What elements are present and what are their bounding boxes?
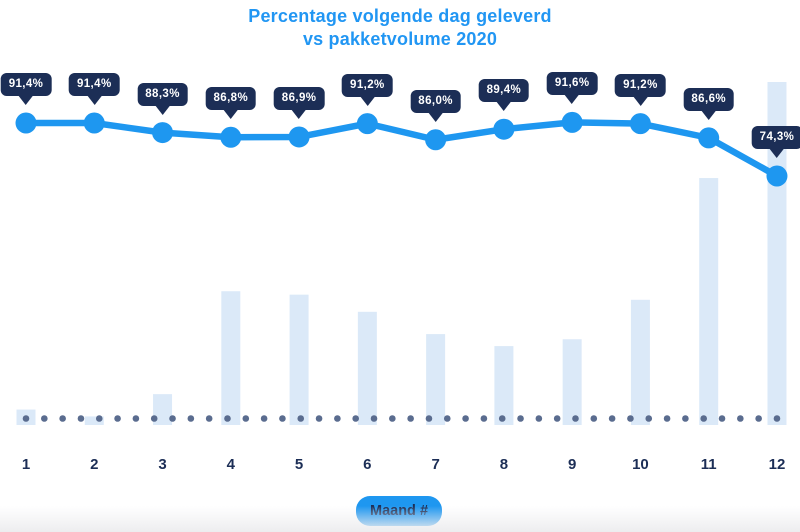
chart-title: Percentage volgende dag geleverd vs pakk… bbox=[0, 5, 800, 51]
value-tooltip-12: 74,3% bbox=[751, 126, 800, 149]
line-point-4[interactable] bbox=[220, 126, 242, 148]
line-point-2[interactable] bbox=[83, 112, 105, 134]
line-point-7[interactable] bbox=[425, 129, 447, 151]
baseline-dot bbox=[737, 415, 744, 422]
x-axis-label-4: 4 bbox=[226, 456, 235, 473]
chart-title-line-1: Percentage volgende dag geleverd bbox=[248, 6, 552, 26]
line-point-9[interactable] bbox=[561, 111, 583, 133]
baseline-dot bbox=[572, 415, 579, 422]
baseline-dot bbox=[334, 415, 341, 422]
x-axis-label-1: 1 bbox=[21, 456, 31, 473]
baseline-dot bbox=[498, 415, 506, 422]
baseline-dot bbox=[95, 415, 103, 422]
baseline-dot bbox=[297, 415, 305, 422]
line-point-11[interactable] bbox=[698, 127, 720, 149]
value-tooltip-8: 89,4% bbox=[478, 79, 530, 103]
line-point-12[interactable] bbox=[766, 165, 788, 187]
percentage-line bbox=[22, 119, 781, 180]
baseline-dot bbox=[150, 415, 158, 422]
line-point-5[interactable] bbox=[288, 126, 310, 148]
baseline-dot bbox=[315, 415, 323, 422]
baseline-dot bbox=[755, 415, 762, 422]
baseline-dot bbox=[279, 415, 286, 422]
baseline-dot bbox=[169, 415, 176, 422]
x-axis-label-9: 9 bbox=[567, 456, 577, 473]
line-point-6[interactable] bbox=[356, 113, 378, 135]
baseline-dot bbox=[700, 415, 708, 422]
value-tooltip-1: 91,4% bbox=[0, 73, 52, 96]
value-tooltip-3: 88,3% bbox=[137, 82, 188, 106]
baseline-dot bbox=[260, 415, 268, 422]
volume-bar-7[interactable] bbox=[426, 334, 446, 425]
x-axis-label-6: 6 bbox=[363, 456, 372, 473]
x-axis-label-8: 8 bbox=[499, 456, 509, 473]
line-point-1[interactable] bbox=[15, 112, 37, 134]
line-point-3[interactable] bbox=[152, 122, 174, 144]
x-axis-label-2: 2 bbox=[90, 456, 99, 473]
baseline-dot bbox=[187, 415, 195, 422]
baseline-dot bbox=[535, 415, 543, 422]
baseline-dot bbox=[682, 415, 689, 422]
volume-bar-8[interactable] bbox=[494, 346, 514, 425]
x-axis-label-10: 10 bbox=[632, 456, 649, 473]
baseline-dot bbox=[352, 415, 359, 422]
value-tooltip-5: 86,9% bbox=[273, 86, 325, 110]
baseline-dot bbox=[663, 415, 671, 422]
baseline-dot bbox=[608, 415, 616, 422]
x-axis-label-11: 11 bbox=[700, 456, 717, 473]
volume-bar-6[interactable] bbox=[357, 311, 377, 425]
value-tooltip-11: 86,6% bbox=[683, 87, 734, 111]
volume-bar-10[interactable] bbox=[630, 299, 650, 425]
baseline-dot bbox=[425, 415, 433, 422]
baseline-dot bbox=[370, 415, 378, 422]
value-tooltip-10: 91,2% bbox=[615, 73, 666, 97]
volume-bar-9[interactable] bbox=[562, 339, 582, 425]
value-tooltip-6: 91,2% bbox=[342, 73, 393, 97]
x-axis-label-5: 5 bbox=[294, 456, 304, 473]
baseline-dot bbox=[627, 415, 634, 422]
volume-bar-5[interactable] bbox=[289, 294, 309, 425]
baseline-dot bbox=[517, 415, 524, 422]
volume-bar-2[interactable] bbox=[84, 416, 104, 425]
x-axis-title-badge: Maand # bbox=[355, 496, 443, 526]
x-axis-label-3: 3 bbox=[158, 456, 167, 473]
baseline-dot bbox=[77, 415, 85, 422]
value-tooltip-2: 91,4% bbox=[68, 73, 120, 96]
value-tooltip-4: 86,8% bbox=[205, 87, 257, 111]
volume-bar-4[interactable] bbox=[221, 291, 241, 425]
x-axis-label-7: 7 bbox=[431, 456, 440, 473]
x-axis-title: Maand # bbox=[369, 503, 429, 519]
baseline-dot bbox=[590, 415, 598, 422]
volume-bar-11[interactable] bbox=[699, 178, 719, 425]
line-point-10[interactable] bbox=[629, 113, 651, 135]
baseline-dot bbox=[114, 415, 121, 422]
volume-bar-3[interactable] bbox=[153, 394, 173, 425]
baseline-dot bbox=[132, 415, 140, 422]
baseline-dot bbox=[224, 415, 231, 422]
baseline-dot bbox=[59, 415, 66, 422]
baseline-dot bbox=[389, 415, 396, 422]
baseline-dot bbox=[462, 415, 469, 422]
baseline-dot bbox=[645, 415, 653, 422]
baseline-dot bbox=[242, 415, 250, 422]
baseline-dot bbox=[41, 415, 48, 422]
baseline-dot bbox=[480, 415, 488, 422]
baseline-dot bbox=[773, 415, 781, 422]
line-point-8[interactable] bbox=[493, 118, 515, 140]
baseline-dot bbox=[205, 415, 213, 422]
baseline-dot bbox=[718, 415, 726, 422]
baseline-dot bbox=[553, 415, 561, 422]
x-axis-label-12: 12 bbox=[768, 456, 786, 473]
value-tooltip-7: 86,0% bbox=[410, 89, 461, 113]
value-tooltip-9: 91,6% bbox=[546, 72, 598, 96]
baseline-dot bbox=[443, 415, 451, 422]
baseline-dot bbox=[407, 415, 414, 422]
baseline-dot bbox=[22, 415, 30, 422]
chart-title-line-2: vs pakketvolume 2020 bbox=[302, 29, 498, 49]
